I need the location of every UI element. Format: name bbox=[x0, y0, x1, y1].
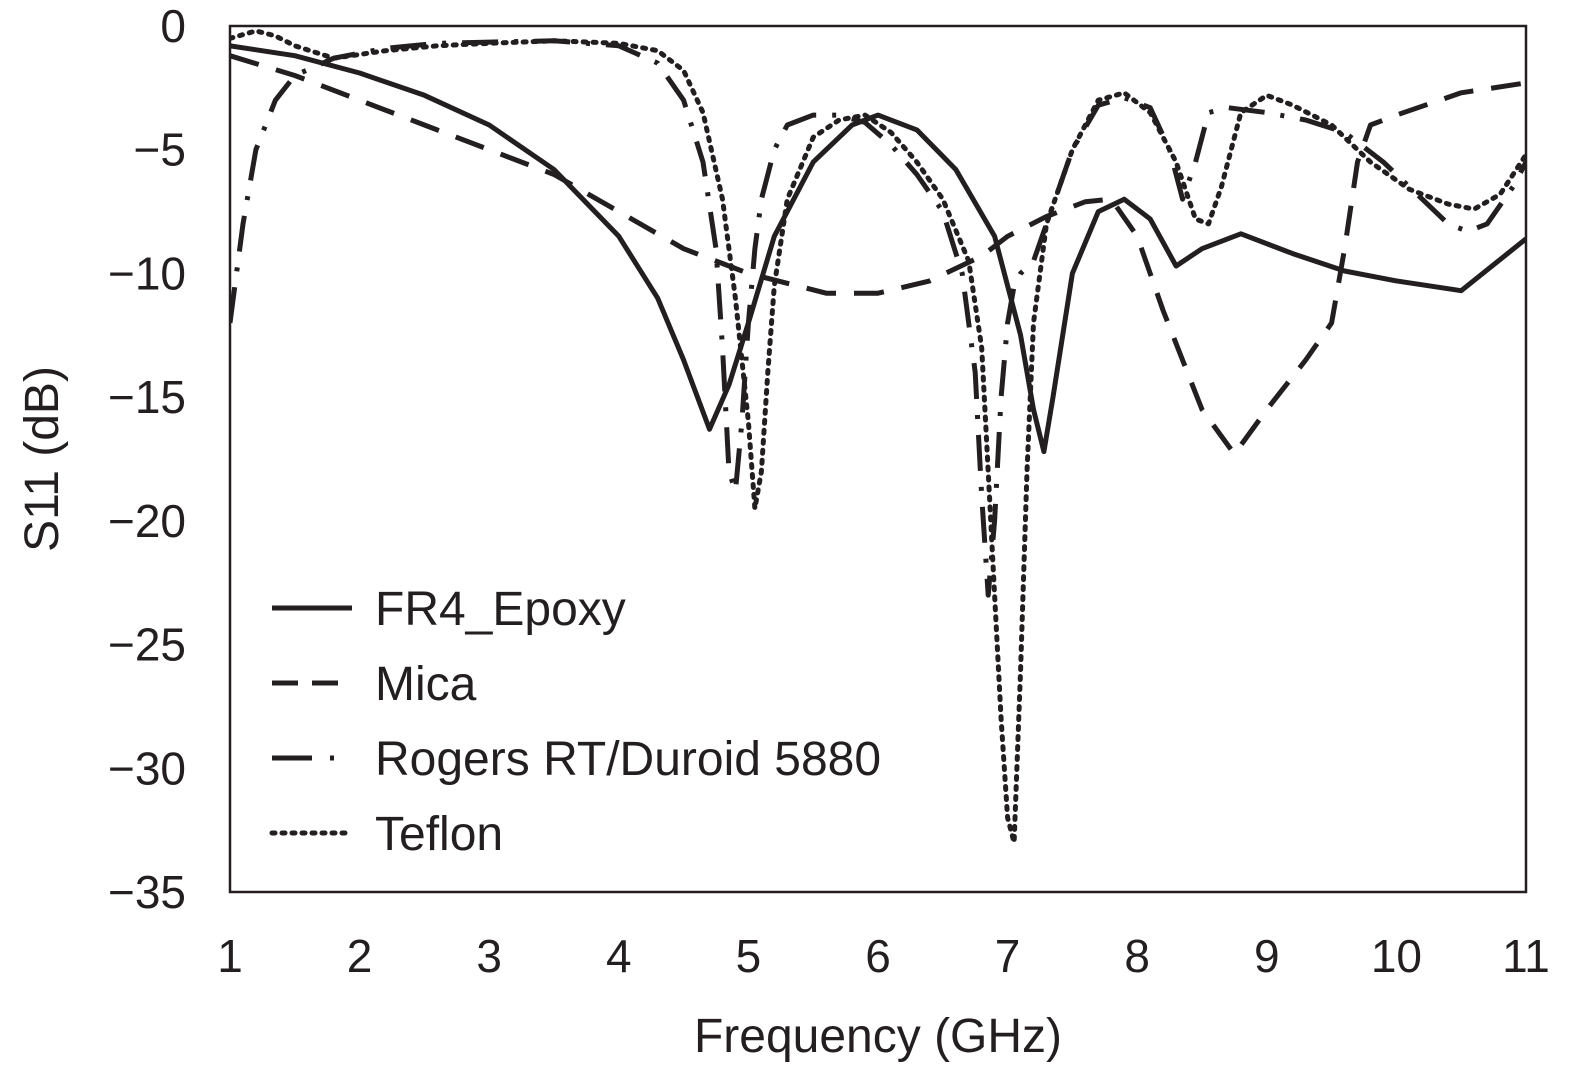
y-tick-label: −20 bbox=[108, 495, 186, 547]
x-tick-label: 10 bbox=[1371, 930, 1422, 982]
legend-label-mica: Mica bbox=[375, 658, 477, 711]
series-line-fr4-epoxy bbox=[230, 43, 1526, 455]
x-tick-label: 8 bbox=[1124, 930, 1150, 982]
x-axis-ticks: 1 2 3 4 5 6 7 8 9 10 11 bbox=[217, 930, 1550, 982]
legend: FR4_Epoxy Mica Rogers RT/Duroid 5880 Teflon bbox=[269, 583, 881, 861]
y-tick-label: −35 bbox=[108, 866, 186, 918]
y-tick-label: −25 bbox=[108, 619, 186, 671]
plot-frame bbox=[228, 24, 1528, 894]
legend-label-fr4-epoxy: FR4_Epoxy bbox=[375, 583, 626, 636]
x-tick-label: 4 bbox=[606, 930, 632, 982]
y-tick-label: −30 bbox=[108, 742, 186, 794]
x-tick-label: 3 bbox=[476, 930, 502, 982]
x-tick-label: 6 bbox=[865, 930, 891, 982]
y-tick-label: −10 bbox=[108, 247, 186, 299]
series-line-rogers-rt-duroid-5880 bbox=[230, 38, 1526, 598]
legend-label-teflon: Teflon bbox=[375, 808, 503, 861]
x-tick-label: 1 bbox=[217, 930, 243, 982]
x-axis-title: Frequency (GHz) bbox=[694, 1010, 1062, 1063]
series-line-mica bbox=[230, 53, 1526, 457]
legend-label-rogers-rt-duroid-5880: Rogers RT/Duroid 5880 bbox=[375, 733, 881, 786]
x-tick-label: 11 bbox=[1502, 930, 1550, 982]
y-tick-label: 0 bbox=[160, 0, 186, 52]
series-line-teflon bbox=[230, 28, 1526, 845]
y-axis-ticks: 0 −5 −10 −15 −20 −25 −30 −35 bbox=[108, 0, 186, 918]
y-tick-label: −15 bbox=[108, 371, 186, 423]
x-tick-label: 5 bbox=[736, 930, 762, 982]
x-tick-label: 2 bbox=[347, 930, 373, 982]
y-tick-label: −5 bbox=[134, 124, 186, 176]
y-axis-title: S11 (dB) bbox=[16, 366, 69, 552]
x-tick-label: 7 bbox=[995, 930, 1021, 982]
series-layer bbox=[230, 28, 1526, 845]
x-tick-label: 9 bbox=[1254, 930, 1280, 982]
